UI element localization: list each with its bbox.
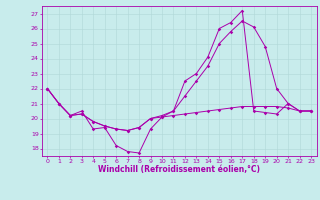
X-axis label: Windchill (Refroidissement éolien,°C): Windchill (Refroidissement éolien,°C) bbox=[98, 165, 260, 174]
